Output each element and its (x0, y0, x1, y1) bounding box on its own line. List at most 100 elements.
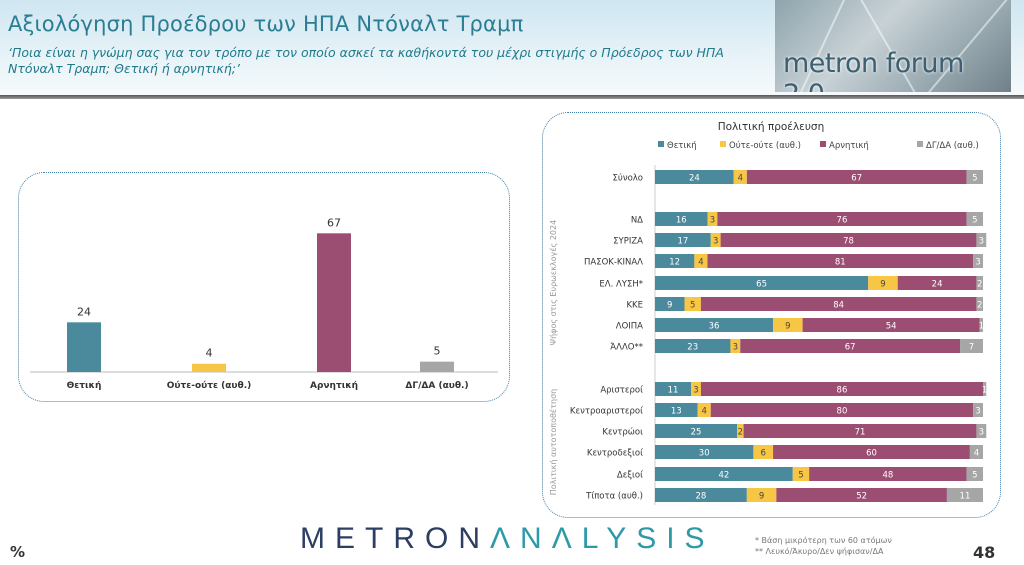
segment-label: 30 (699, 449, 710, 459)
legend-label: ΔΓ/ΔΑ (αυθ.) (926, 141, 979, 151)
bar-segment (746, 488, 777, 502)
bar-segment (655, 297, 685, 311)
metron-analysis-logo: METRONΛNΛLYSIS (300, 522, 715, 555)
bar-segment (655, 254, 695, 268)
segment-label: 3 (979, 428, 984, 438)
bar-segment (655, 382, 692, 396)
bar-segment (979, 318, 983, 332)
segment-label: 36 (709, 322, 720, 332)
bar-segment (753, 445, 774, 459)
overall-chart-frame (18, 172, 510, 402)
segment-label: 25 (691, 428, 702, 438)
bar-segment (655, 233, 711, 247)
bar-segment (655, 276, 869, 290)
bar-segment (684, 297, 701, 311)
question-text: ‘Ποια είναι η γνώμη σας για τον τρόπο με… (8, 45, 724, 76)
bar-segment (655, 445, 754, 459)
segment-label: 3 (710, 216, 715, 226)
segment-label: 86 (837, 386, 848, 396)
segment-label: 4 (701, 407, 706, 417)
legend-swatch (917, 141, 923, 147)
bar-0 (67, 322, 101, 372)
segment-label: 60 (866, 449, 877, 459)
segment-label: 78 (843, 237, 854, 247)
segment-label: 11 (960, 492, 971, 502)
segment-label: 3 (975, 407, 980, 417)
segment-label: 9 (785, 322, 790, 332)
legend-swatch (820, 141, 826, 147)
segment-label: 16 (676, 216, 687, 226)
segment-label: 9 (667, 301, 672, 311)
segment-label: 1 (982, 386, 987, 396)
bar-segment (976, 233, 987, 247)
bar-segment (966, 467, 983, 481)
bar-segment (966, 212, 983, 226)
metron-forum-logo: metron forum 2.0 (775, 0, 1011, 92)
bar-segment (973, 254, 983, 268)
segment-label: 3 (979, 237, 984, 247)
segment-label: 81 (835, 258, 846, 268)
group-label: Πολιτική αυτοτοποθέτηση (548, 389, 558, 495)
bar-segment (707, 212, 718, 226)
row-label: Δεξιοί (617, 471, 643, 481)
segment-label: 11 (668, 386, 679, 396)
category-label: Θετική (67, 381, 102, 391)
segment-label: 76 (837, 216, 848, 226)
segment-label: 67 (845, 343, 856, 353)
footnote-2: ** Λευκό/Άκυρο/Δεν ψήφισαν/ΔΑ (755, 547, 884, 556)
bar-segment (697, 403, 711, 417)
page-number: 48 (973, 543, 996, 562)
row-label: ΠΑΣΟΚ-ΚΙΝΑΛ (584, 258, 643, 268)
group-label: Ψήφος στις Ευρωεκλογές 2024 (548, 220, 558, 345)
bar-2 (317, 233, 351, 372)
bar-segment (960, 339, 983, 353)
footnotes: * Βάση μικρότερη των 60 ατόμων ** Λευκό/Ά… (755, 535, 892, 557)
segment-label: 3 (975, 258, 980, 268)
bar-segment (868, 276, 898, 290)
bar-segment (720, 233, 977, 247)
segment-label: 3 (713, 237, 718, 247)
bar-segment (897, 276, 977, 290)
category-label: Ούτε-ούτε (αυθ.) (167, 381, 251, 391)
bar-segment (743, 424, 977, 438)
data-label: 4 (206, 347, 213, 360)
footnote-1: * Βάση μικρότερη των 60 ατόμων (755, 536, 892, 545)
bar-segment (740, 339, 961, 353)
bar-1 (192, 363, 226, 372)
segment-label: 4 (738, 174, 743, 184)
bar-segment (983, 382, 987, 396)
data-label: 5 (434, 345, 441, 358)
bar-segment (710, 403, 974, 417)
bar-segment (973, 403, 983, 417)
bar-segment (792, 467, 810, 481)
row-label: Τίποτα (αυθ.) (585, 492, 643, 502)
bar-segment (655, 467, 793, 481)
segment-label: 7 (969, 343, 974, 353)
legend-label: Αρνητική (829, 141, 869, 151)
bar-segment (691, 382, 701, 396)
category-label: Αρνητική (310, 381, 358, 391)
segment-label: 24 (932, 280, 943, 290)
row-label: ΕΛ. ΛΥΣΗ* (599, 280, 643, 290)
segment-label: 48 (882, 471, 893, 481)
bar-segment (773, 445, 970, 459)
chart-title: Πολιτική προέλευση (718, 121, 825, 133)
segment-label: 4 (974, 449, 979, 459)
breakdown-chart-frame (542, 112, 1001, 518)
segment-label: 23 (687, 343, 698, 353)
bar-segment (694, 254, 708, 268)
bar-segment (700, 297, 977, 311)
bar-segment (707, 254, 974, 268)
segment-label: 2 (977, 280, 982, 290)
row-label: Κεντροαριστεροί (570, 407, 643, 417)
segment-label: 1 (979, 322, 984, 332)
category-label: ΔΓ/ΔΑ (αυθ.) (405, 381, 468, 391)
row-label: ΚΚΕ (626, 301, 643, 311)
segment-label: 2 (977, 301, 982, 311)
bar-segment (746, 170, 967, 184)
bar-segment (700, 382, 983, 396)
bar-segment (946, 488, 983, 502)
bar-segment (655, 339, 731, 353)
segment-label: 2 (738, 428, 743, 438)
bar-segment (802, 318, 980, 332)
